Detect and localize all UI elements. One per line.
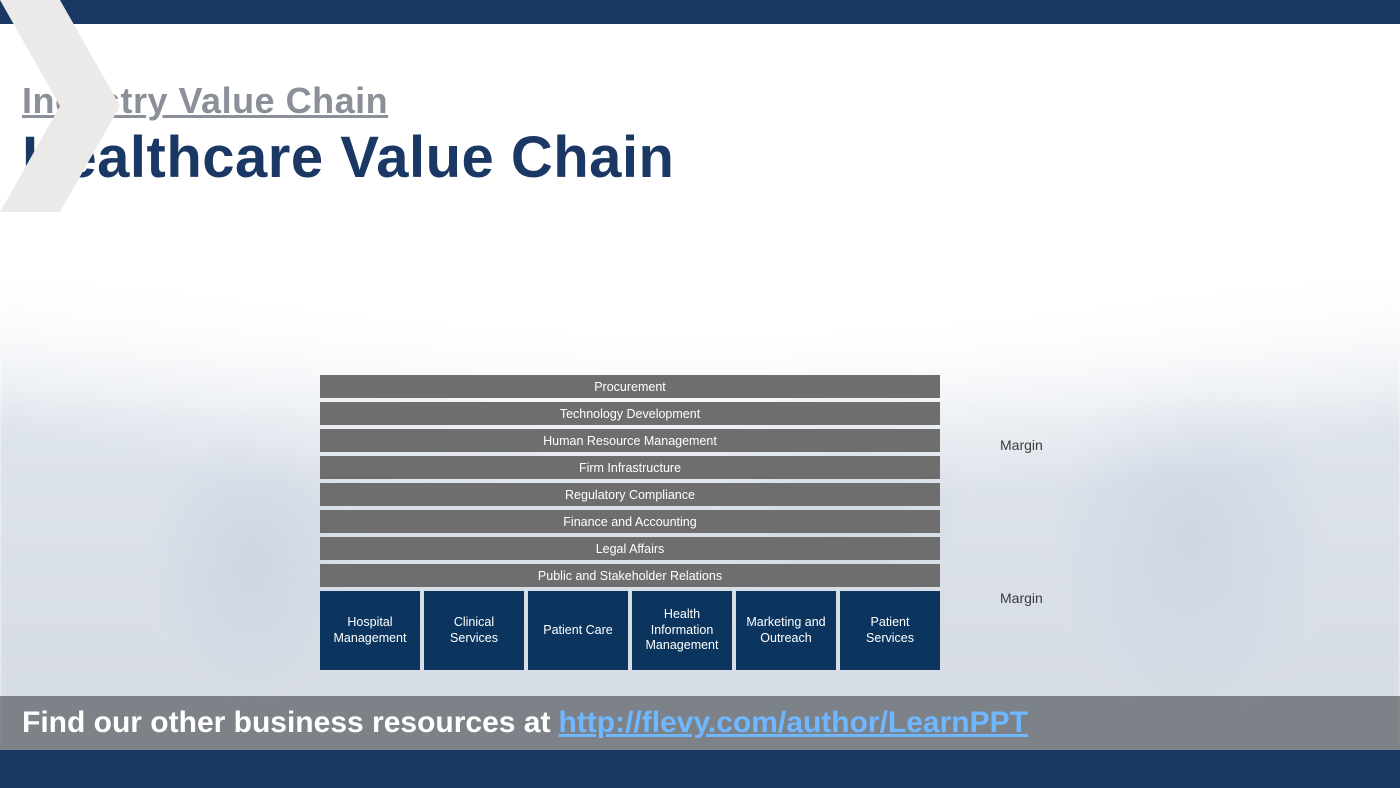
primary-activity-box: Patient Services	[840, 591, 940, 670]
primary-activity-box: Marketing and Outreach	[736, 591, 836, 670]
support-activity-row: Public and Stakeholder Relations	[320, 564, 940, 587]
slide-root: Industry Value Chain Healthcare Value Ch…	[0, 0, 1400, 788]
top-accent-bar	[0, 0, 1400, 24]
value-chain-diagram: Procurement Technology Development Human R…	[320, 375, 1060, 670]
primary-activity-box: Clinical Services	[424, 591, 524, 670]
primary-activity-box: Hospital Management	[320, 591, 420, 670]
primary-activity-box: Health Information Management	[632, 591, 732, 670]
margin-arrow-bottom	[0, 0, 120, 79]
support-activity-row: Procurement	[320, 375, 940, 398]
support-activities: Procurement Technology Development Human R…	[320, 375, 1060, 587]
primary-activity-box: Patient Care	[528, 591, 628, 670]
primary-activities: Hospital ManagementClinical ServicesPati…	[320, 591, 940, 670]
footer-prefix: Find our other business resources at	[22, 706, 550, 740]
footer-link[interactable]: http://flevy.com/author/LearnPPT	[558, 706, 1028, 740]
margin-label-bottom: Margin	[1000, 590, 1043, 606]
support-activity-row: Regulatory Compliance	[320, 483, 940, 506]
bottom-accent-bar	[0, 750, 1400, 788]
footer-bar: Find our other business resources at htt…	[0, 696, 1400, 750]
support-activity-row: Human Resource Management	[320, 429, 940, 452]
support-activity-row: Technology Development	[320, 402, 940, 425]
support-activity-row: Legal Affairs	[320, 537, 940, 560]
support-activity-row: Finance and Accounting	[320, 510, 940, 533]
support-activity-row: Firm Infrastructure	[320, 456, 940, 479]
margin-label-top: Margin	[1000, 437, 1043, 453]
